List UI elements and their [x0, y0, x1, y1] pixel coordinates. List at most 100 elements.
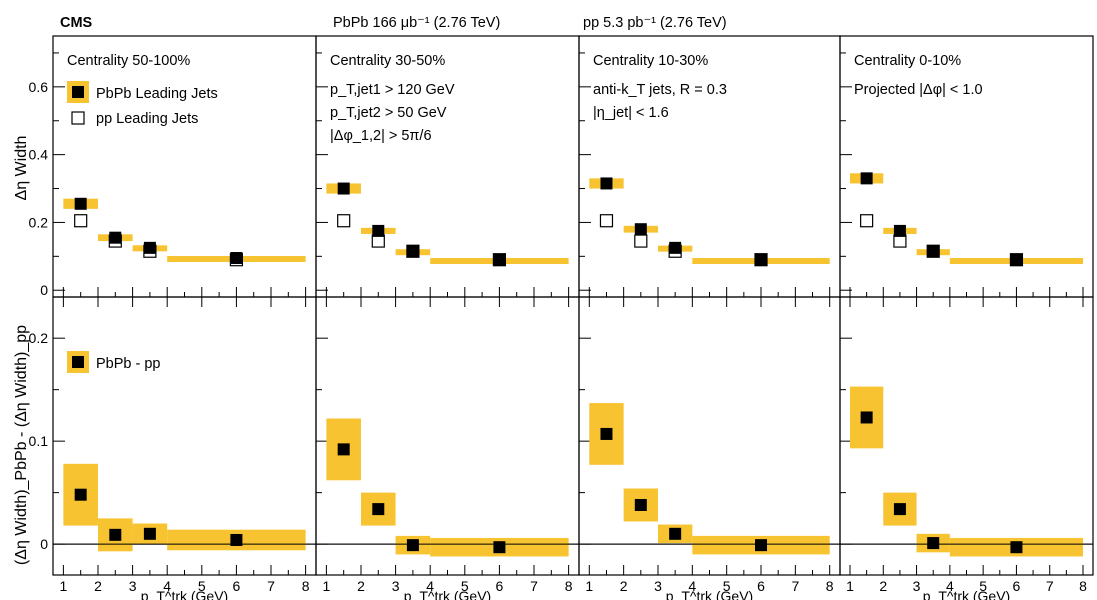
x-tick-label: 2 [879, 578, 887, 594]
x-tick-label: 4 [946, 578, 954, 594]
y-tick-label: 0 [40, 536, 48, 552]
top-panel-frame [578, 35, 841, 298]
pbpb-data-point [927, 245, 940, 258]
x-tick-label: 3 [654, 578, 662, 594]
x-axis-title: p_T^trk (GeV) [923, 588, 1010, 600]
x-tick-label: 1 [59, 578, 67, 594]
legend-diff-label: PbPb - pp [96, 356, 161, 372]
x-tick-label: 1 [322, 578, 330, 594]
x-tick-label: 3 [392, 578, 400, 594]
x-tick-label: 7 [267, 578, 275, 594]
panel-3: 1 2 3 4 5 6 7 8 p_T^trk (GeV) Centrality 10-30% an… [578, 35, 841, 600]
pp-data-point [337, 214, 351, 228]
x-tick-label: 4 [426, 578, 434, 594]
pbpb-data-point [600, 177, 613, 190]
pbpb-data-point [74, 197, 87, 210]
pbpb-data-point [860, 172, 873, 185]
x-tick-label: 2 [357, 578, 365, 594]
x-axis-title: p_T^trk (GeV) [666, 588, 753, 600]
plot-area: 1 2 3 4 5 6 7 8 p_T^trk (GeV) 0 0.2 0.4 0.6 0 0.1 0.2 Ce… [29, 35, 1094, 600]
diff-data-point [634, 498, 647, 511]
legend: PbPb Leading Jets pp Leading Jets PbPb - p… [67, 81, 218, 373]
x-tick-label: 5 [198, 578, 206, 594]
pbpb-data-point [493, 253, 506, 266]
diff-data-point [927, 537, 940, 550]
pp-luminosity-label: pp 5.3 pb⁻¹ (2.76 TeV) [583, 15, 727, 31]
centrality-label: Centrality 30-50% [330, 53, 445, 69]
x-tick-label: 6 [1013, 578, 1021, 594]
diff-data-point [493, 541, 506, 554]
x-tick-label: 3 [913, 578, 921, 594]
x-axis-title: p_T^trk (GeV) [141, 588, 228, 600]
x-tick-label: 5 [461, 578, 469, 594]
centrality-label: Centrality 0-10% [854, 53, 961, 69]
legend-pp-label: pp Leading Jets [96, 111, 198, 127]
legend-diff-marker [72, 356, 84, 368]
pbpb-data-point [230, 252, 243, 265]
panel-4: 1 2 3 4 5 6 7 8 p_T^trk (GeV) Centrality 0-10% Pro… [839, 35, 1094, 600]
x-tick-label: 8 [565, 578, 573, 594]
top-panel-frame [315, 35, 580, 298]
x-tick-label: 7 [791, 578, 799, 594]
y-tick-label: 0.6 [29, 79, 49, 95]
diff-data-point [860, 411, 873, 424]
x-tick-label: 8 [302, 578, 310, 594]
selection-label: |Δφ_1,2| > 5π/6 [330, 128, 432, 144]
x-tick-label: 3 [129, 578, 137, 594]
selection-label: p_T,jet2 > 50 GeV [330, 105, 447, 121]
x-tick-label: 8 [1079, 578, 1087, 594]
diff-data-point [337, 443, 350, 456]
x-tick-label: 6 [757, 578, 765, 594]
top-panel-frame [839, 35, 1094, 298]
selection-label: Projected |Δφ| < 1.0 [854, 82, 983, 98]
diff-data-point [74, 488, 87, 501]
y-tick-label: 0.1 [29, 433, 49, 449]
x-tick-label: 7 [1046, 578, 1054, 594]
x-tick-label: 5 [723, 578, 731, 594]
selection-label: |η_jet| < 1.6 [593, 105, 669, 121]
diff-data-point [1010, 541, 1023, 554]
x-tick-label: 4 [688, 578, 696, 594]
top-y-axis-title: Δη Width [13, 136, 30, 201]
pp-data-point [634, 234, 648, 248]
x-tick-label: 2 [94, 578, 102, 594]
diff-data-point [230, 533, 243, 546]
selection-label: p_T,jet1 > 120 GeV [330, 82, 455, 98]
x-axis-title: p_T^trk (GeV) [404, 588, 491, 600]
y-tick-label: 0.2 [29, 214, 49, 230]
diff-data-point [755, 539, 768, 552]
panel-1: 1 2 3 4 5 6 7 8 p_T^trk (GeV) 0 0.2 0.4 0.6 0 0.1 0.2 Ce… [29, 35, 317, 600]
diff-data-point [600, 427, 613, 440]
pbpb-data-point [669, 241, 682, 254]
y-tick-label: 0.2 [29, 330, 49, 346]
bottom-y-axis-title: (Δη Width)_PbPb - (Δη Width)_pp [13, 325, 30, 565]
pbpb-data-point [1010, 253, 1023, 266]
diff-data-point [372, 503, 385, 516]
legend-pp-marker [71, 111, 85, 125]
diff-data-point [143, 527, 156, 540]
pp-data-point [599, 214, 614, 228]
x-tick-label: 1 [585, 578, 593, 594]
y-tick-label: 0 [40, 282, 48, 298]
pbpb-data-point [755, 253, 768, 266]
pbpb-data-point [406, 245, 419, 258]
y-tick-label: 0.4 [29, 147, 49, 163]
panel-2: 1 2 3 4 5 6 7 8 p_T^trk (GeV) Centrality 30-50% p_… [315, 35, 580, 600]
x-tick-label: 6 [233, 578, 241, 594]
legend-pbpb-marker [72, 86, 84, 98]
x-tick-label: 4 [163, 578, 171, 594]
diff-data-point [893, 503, 906, 516]
pp-data-point [860, 214, 874, 228]
centrality-label: Centrality 10-30% [593, 53, 708, 69]
pbpb-data-point [337, 182, 350, 195]
diff-data-point [406, 539, 419, 552]
pbpb-data-point [893, 224, 906, 237]
selection-label: anti-k_T jets, R = 0.3 [593, 82, 727, 98]
x-tick-label: 6 [496, 578, 504, 594]
x-tick-label: 1 [846, 578, 854, 594]
experiment-label: CMS [60, 15, 93, 31]
legend-pbpb-label: PbPb Leading Jets [96, 86, 218, 102]
pbpb-data-point [372, 224, 385, 237]
pbpb-data-point [109, 231, 122, 244]
